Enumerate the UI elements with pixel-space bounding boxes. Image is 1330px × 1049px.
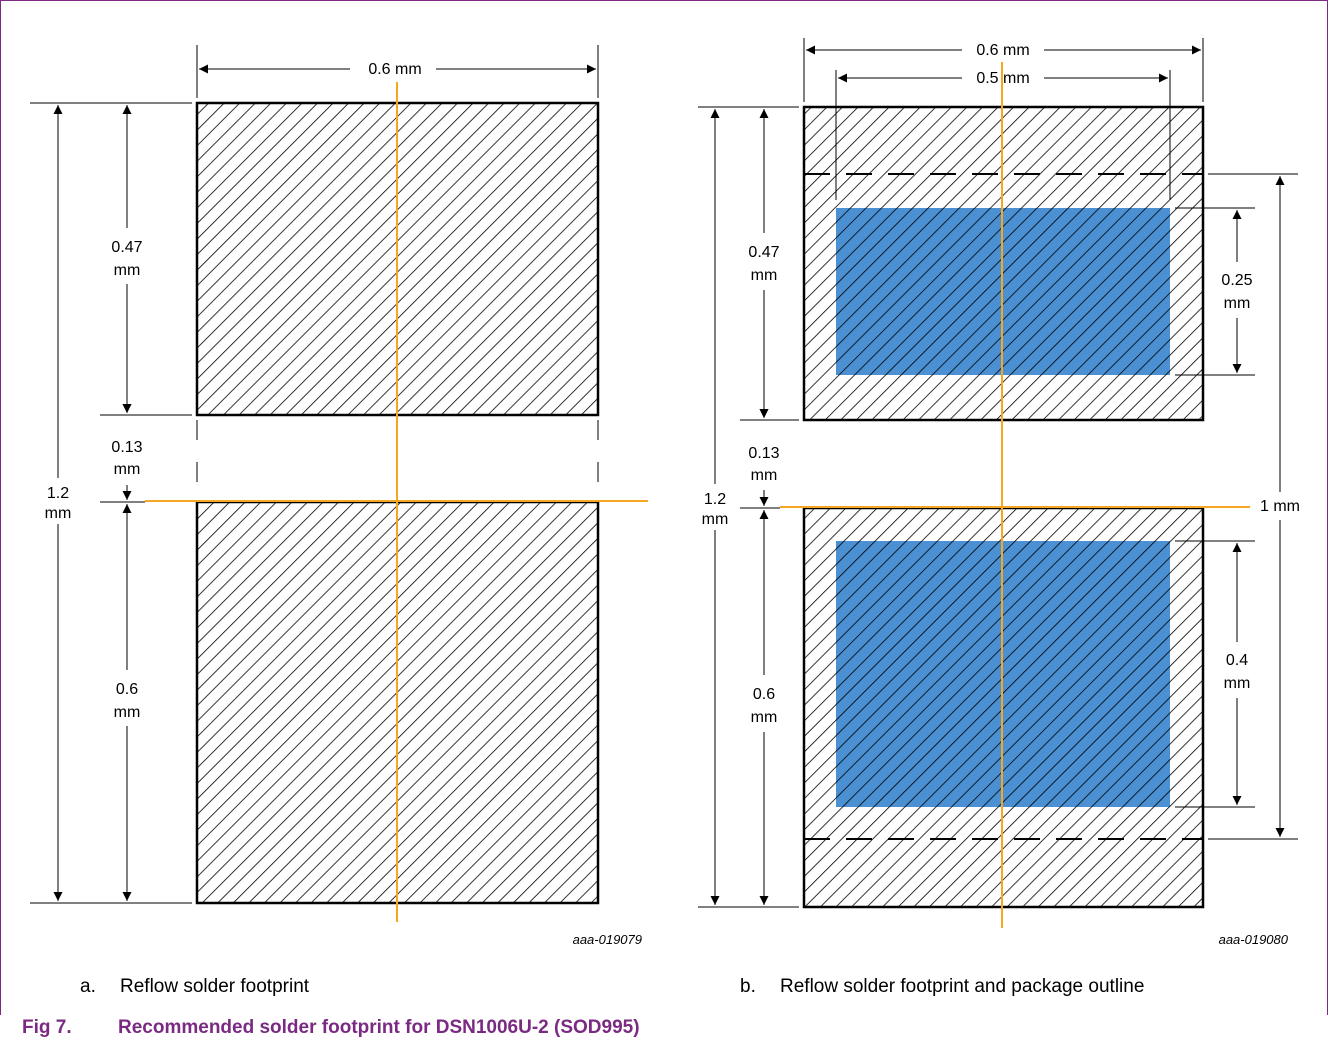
label-gap-a-value: 0.13 <box>111 439 142 456</box>
drawing-code-b: aaa-019080 <box>1219 932 1289 947</box>
panel-b-caption-text: Reflow solder footprint and package outl… <box>780 976 1145 997</box>
panel-b-letter: b. <box>740 976 756 997</box>
label-gap-b-value: 0.13 <box>748 445 779 462</box>
drawing-code-a: aaa-019079 <box>573 932 642 947</box>
label-pastetop-b-unit: mm <box>1224 295 1251 312</box>
label-padbottom-a-unit: mm <box>114 704 141 721</box>
label-padtop-b-unit: mm <box>751 267 778 284</box>
panel-b: 0.6 mm 0.5 mm 1.2 mm 0.47 mm 0.13 mm 0.6… <box>698 38 1308 947</box>
panel-b-caption: b. Reflow solder footprint and package ou… <box>740 976 1144 998</box>
label-total-b-unit: mm <box>702 511 729 528</box>
label-pastebottom-b-value: 0.4 <box>1226 652 1248 669</box>
label-total-b-value: 1.2 <box>704 491 726 508</box>
extension-lines-a <box>30 45 599 904</box>
label-gap-b-unit: mm <box>751 467 778 484</box>
panel-a-caption: a. Reflow solder footprint <box>80 976 309 998</box>
label-padbottom-b-unit: mm <box>751 709 778 726</box>
label-padbottom-b-value: 0.6 <box>753 686 775 703</box>
label-pastebottom-b-unit: mm <box>1224 675 1251 692</box>
label-total-a-unit: mm <box>45 505 72 522</box>
label-width-b-outer: 0.6 mm <box>976 42 1029 59</box>
panel-a-caption-text: Reflow solder footprint <box>120 976 310 997</box>
panel-a: 0.6 mm 1.2 mm 0.47 mm 0.13 mm 0.6 mm aaa… <box>30 45 648 947</box>
label-padtop-a-value: 0.47 <box>111 239 142 256</box>
label-padbottom-a-value: 0.6 <box>116 681 138 698</box>
label-pastetop-b-value: 0.25 <box>1221 272 1252 289</box>
figure-frame <box>0 0 1328 1015</box>
label-padtop-b-value: 0.47 <box>748 244 779 261</box>
panel-a-letter: a. <box>80 976 96 997</box>
label-total-a-value: 1.2 <box>47 485 69 502</box>
label-padtop-a-unit: mm <box>114 262 141 279</box>
solder-footprint-diagram: 0.6 mm 1.2 mm 0.47 mm 0.13 mm 0.6 mm aaa… <box>30 38 1308 947</box>
label-width-a: 0.6 mm <box>368 61 421 78</box>
figure-caption: Fig 7. Recommended solder footprint for D… <box>22 1017 640 1039</box>
figure-number: Fig 7. <box>22 1017 72 1038</box>
figure-title: Recommended solder footprint for DSN1006… <box>118 1017 640 1038</box>
label-gap-a-unit: mm <box>114 461 141 478</box>
extension-lines-b <box>698 38 1298 908</box>
label-package-b: 1 mm <box>1260 498 1300 515</box>
